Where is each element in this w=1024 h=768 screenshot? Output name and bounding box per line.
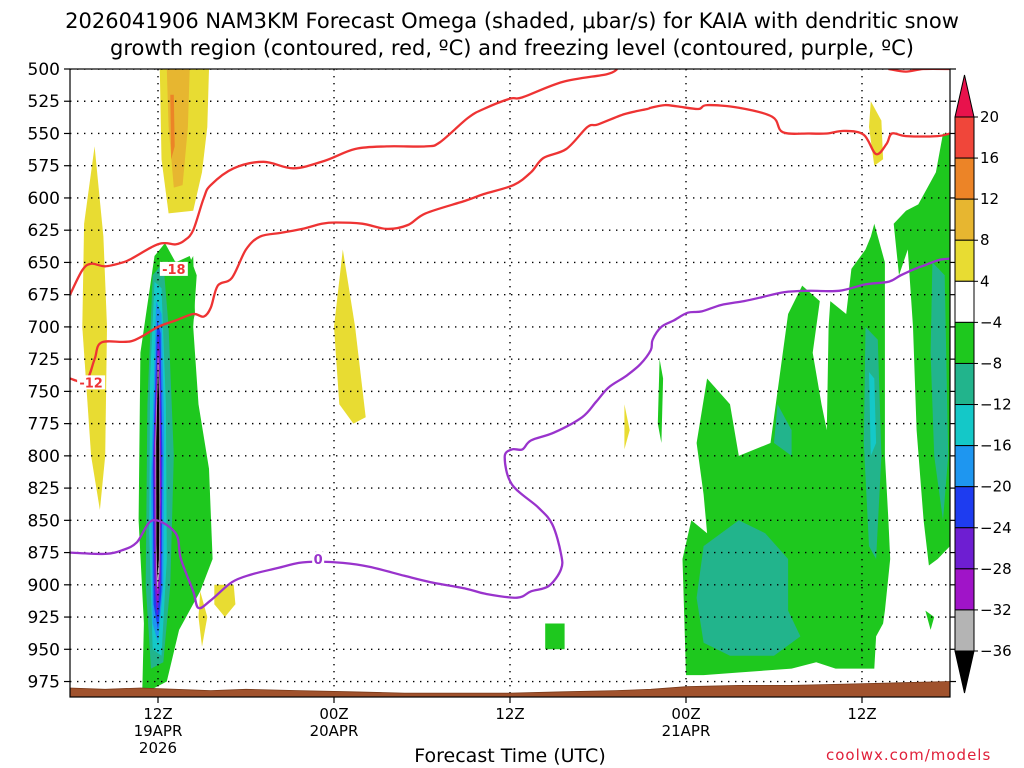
xtick-label-0-1: 19APR	[134, 722, 183, 740]
contour-label-0: -12	[79, 376, 103, 391]
ytick-label-650: 650	[28, 253, 60, 273]
colorbar-label-1: 16	[980, 149, 999, 167]
colorbar-swatch-11	[954, 568, 975, 611]
ytick-label-700: 700	[28, 318, 60, 338]
ytick-label-675: 675	[28, 286, 60, 306]
colorbar-label-10: −24	[980, 519, 1012, 537]
contour-label-bg-1	[159, 261, 188, 276]
xtick-label-0-0: 12Z	[143, 705, 172, 723]
ytick-label-525: 525	[28, 92, 60, 112]
ytick-label-750: 750	[28, 382, 60, 402]
omega-region-23	[925, 610, 935, 630]
ytick-label-800: 800	[28, 447, 60, 467]
contour-2	[888, 69, 950, 73]
contour-label-bg-0	[77, 375, 106, 390]
omega-region-5	[198, 591, 208, 647]
omega-region-0	[82, 146, 107, 510]
colorbar-swatch-10	[954, 527, 975, 570]
colorbar-swatch-3	[954, 239, 975, 282]
omega-region-3	[170, 94, 175, 160]
ytick-label-975: 975	[28, 673, 60, 693]
omega-region-25	[774, 404, 792, 456]
xtick-label-30-0: 00Z	[671, 705, 700, 723]
colorbar-swatch-5	[954, 321, 975, 364]
contour-label-bg-3	[312, 552, 325, 567]
chart-title-line1: 2026041906 NAM3KM Forecast Omega (shaded…	[65, 9, 959, 33]
xtick-label-20-0: 12Z	[495, 705, 524, 723]
colorbar-label-7: −12	[980, 396, 1012, 414]
ytick-label-625: 625	[28, 221, 60, 241]
contour-label-1: -18	[162, 263, 186, 278]
colorbar-swatch-4	[954, 280, 975, 323]
omega-region-6	[214, 584, 236, 617]
colorbar-label-3: 8	[980, 231, 990, 249]
chart-title-line2: growth region (contoured, red, ºC) and f…	[110, 36, 914, 60]
ytick-label-500: 500	[28, 60, 60, 80]
colorbar-label-5: −4	[980, 313, 1002, 331]
xtick-label-10-0: 00Z	[319, 705, 348, 723]
omega-region-20	[189, 256, 195, 327]
ytick-label-825: 825	[28, 479, 60, 499]
colorbar-label-2: 12	[980, 190, 999, 208]
omega-region-24	[696, 520, 801, 656]
colorbar-swatch-7	[954, 404, 975, 447]
colorbar-label-12: −32	[980, 601, 1012, 619]
colorbar-label-9: −20	[980, 478, 1012, 496]
omega-region-4	[334, 249, 366, 424]
colorbar-swatch-6	[954, 362, 975, 406]
colorbar-label-11: −28	[980, 560, 1012, 578]
contour-1	[70, 69, 619, 296]
colorbar: 20 16 12 8 4 −4 −8 −12 −16 −20 −24 −28 −32 −36	[954, 74, 1012, 694]
colorbar-label-13: −36	[980, 642, 1012, 660]
ytick-label-575: 575	[28, 157, 60, 177]
ytick-label-725: 725	[28, 350, 60, 370]
ytick-label-950: 950	[28, 640, 60, 660]
site-credit: coolwx.com/models	[826, 746, 992, 764]
xtick-label-0-2: 2026	[139, 739, 177, 757]
colorbar-swatch-2	[954, 198, 975, 241]
omega-region-27	[930, 262, 949, 521]
xtick-label-30-1: 21APR	[662, 722, 711, 740]
ytick-label-550: 550	[28, 124, 60, 144]
omega-region-28	[869, 372, 877, 456]
colorbar-swatch-8	[954, 445, 975, 488]
colorbar-label-0: 20	[980, 108, 999, 126]
omega-region-7	[624, 404, 630, 450]
ytick-label-900: 900	[28, 576, 60, 596]
colorbar-label-4: 4	[980, 272, 990, 290]
colorbar-swatch-12	[954, 609, 975, 652]
x-axis-label: Forecast Time (UTC)	[414, 745, 606, 767]
contour-0	[70, 103, 950, 384]
colorbar-swatch-0	[954, 116, 975, 159]
omega-region-22	[657, 359, 664, 443]
ytick-label-600: 600	[28, 189, 60, 209]
xtick-label-40-0: 12Z	[847, 705, 876, 723]
contour-3	[70, 257, 950, 610]
ytick-label-850: 850	[28, 511, 60, 531]
colorbar-swatch-1	[954, 157, 975, 200]
colorbar-label-8: −16	[980, 437, 1012, 455]
colorbar-label-6: −8	[980, 354, 1002, 372]
colorbar-swatch-9	[954, 486, 975, 529]
xtick-label-10-1: 20APR	[310, 722, 359, 740]
contour-label-3: 0	[314, 553, 323, 568]
ytick-label-875: 875	[28, 544, 60, 564]
colorbar-top-arrow	[954, 74, 975, 118]
colorbar-bottom-arrow	[954, 650, 975, 694]
ytick-label-775: 775	[28, 415, 60, 435]
plot-area: -12 -18 0	[70, 69, 950, 697]
ytick-label-925: 925	[28, 608, 60, 628]
terrain	[70, 681, 950, 697]
omega-region-21	[545, 623, 565, 650]
